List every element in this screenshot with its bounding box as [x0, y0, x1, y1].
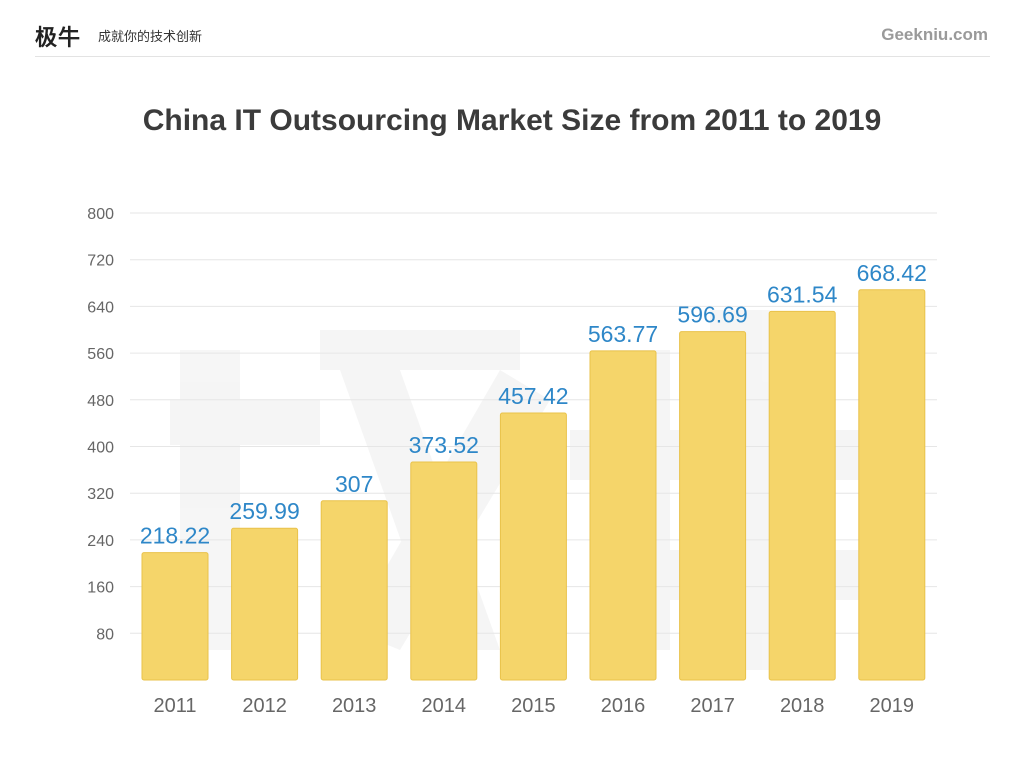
data-label: 307 [335, 471, 373, 497]
data-label: 596.69 [677, 302, 747, 328]
x-tick-label: 2011 [153, 695, 196, 717]
y-tick-label: 240 [87, 533, 114, 550]
x-tick-label: 2012 [242, 695, 287, 717]
bar [589, 350, 657, 681]
data-label: 563.77 [588, 321, 658, 347]
y-tick-label: 80 [96, 626, 114, 643]
bar [768, 310, 836, 681]
brand-logo: 极牛 [35, 26, 82, 51]
y-tick-label: 480 [87, 393, 114, 410]
bar [231, 527, 299, 681]
x-tick-label: 2016 [601, 695, 646, 717]
y-tick-label: 400 [87, 440, 114, 457]
x-tick-label: 2017 [690, 695, 735, 717]
bar [679, 331, 747, 681]
bar [141, 552, 209, 681]
x-tick-label: 2013 [332, 695, 377, 717]
y-tick-label: 560 [87, 346, 114, 363]
x-tick-label: 2015 [511, 695, 556, 717]
y-tick-label: 720 [87, 253, 114, 270]
bar [320, 500, 388, 681]
x-tick-label: 2018 [780, 695, 825, 717]
y-tick-label: 160 [87, 580, 114, 597]
data-label: 259.99 [229, 498, 299, 524]
data-label: 631.54 [767, 281, 838, 307]
chart-title: China IT Outsourcing Market Size from 20… [142, 104, 882, 137]
site-name: Geekniu.com [881, 25, 988, 44]
bar [410, 461, 478, 681]
header-bar: 极牛 成就你的技术创新 Geekniu.com [35, 18, 990, 57]
brand-slogan: 成就你的技术创新 [98, 30, 203, 45]
data-label: 218.22 [140, 523, 210, 549]
x-tick-label: 2019 [870, 695, 915, 717]
y-tick-label: 640 [87, 299, 114, 316]
bar [858, 289, 926, 681]
y-tick-label: 320 [87, 486, 114, 503]
data-label: 457.42 [498, 383, 568, 409]
data-label: 668.42 [857, 260, 927, 286]
y-tick-label: 800 [87, 206, 114, 223]
data-label: 373.52 [409, 432, 479, 458]
bar [499, 412, 567, 681]
x-tick-label: 2014 [422, 695, 467, 717]
